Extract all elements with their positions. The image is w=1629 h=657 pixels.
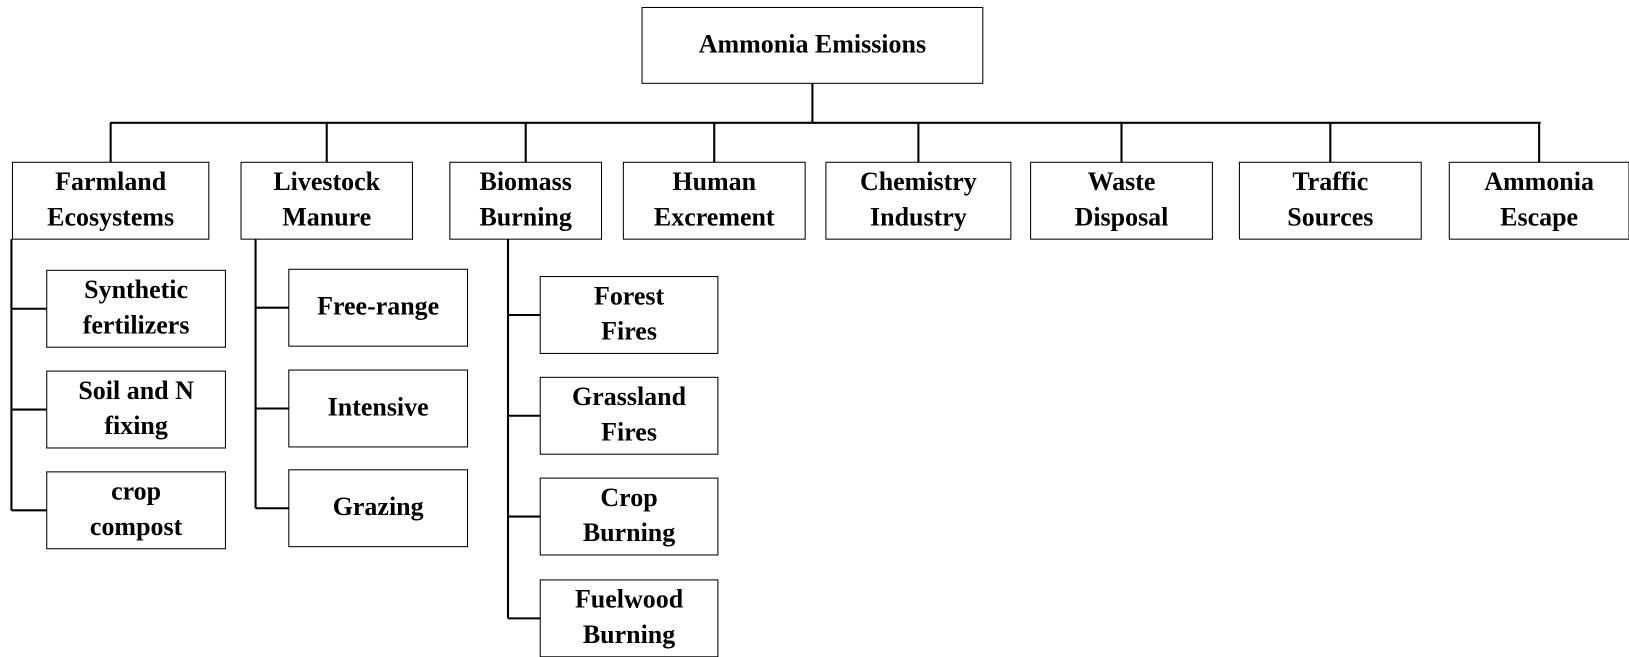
child-node-label: fertilizers — [83, 310, 190, 339]
category-node-label: Excrement — [654, 202, 775, 231]
category-node — [240, 161, 413, 240]
child-node — [46, 370, 226, 449]
child-node-label: Soil and N — [78, 376, 194, 405]
category-node — [449, 161, 603, 240]
child-node-label: Fires — [601, 317, 657, 346]
category-node — [825, 161, 1012, 240]
root-node — [641, 6, 984, 84]
child-node-label: fixing — [104, 411, 168, 440]
child-node-label: Intensive — [328, 392, 429, 421]
child-node-label: crop — [111, 477, 161, 506]
child-node-label: Forest — [594, 281, 665, 310]
child-node-label: Grazing — [333, 492, 424, 521]
child-node — [539, 376, 719, 455]
child-node — [46, 269, 226, 348]
category-node-label: Escape — [1500, 202, 1578, 231]
category-node-label: Traffic — [1292, 167, 1368, 196]
child-node — [288, 268, 469, 347]
child-node-label: Burning — [583, 620, 675, 649]
category-node-label: Livestock — [273, 167, 380, 196]
category-node-label: Manure — [282, 202, 371, 231]
root-node-label: Ammonia Emissions — [699, 29, 926, 58]
category-node — [1238, 161, 1422, 240]
child-node-label: Crop — [600, 483, 657, 512]
child-node-label: Burning — [583, 518, 675, 547]
child-node-label: Free-range — [317, 292, 439, 321]
category-node-label: Human — [672, 167, 756, 196]
category-node-label: Farmland — [55, 167, 167, 196]
child-node-label: Fires — [601, 417, 657, 446]
category-node-label: Disposal — [1075, 202, 1169, 231]
child-node — [539, 579, 719, 657]
category-node-label: Biomass — [480, 167, 572, 196]
category-node-label: Industry — [870, 202, 967, 231]
child-node — [288, 369, 469, 448]
category-node-label: Ecosystems — [47, 202, 174, 231]
category-node-label: Burning — [479, 202, 571, 231]
category-node-label: Chemistry — [860, 167, 977, 196]
category-node-label: Ammonia — [1484, 167, 1594, 196]
child-node-label: Synthetic — [84, 275, 188, 304]
child-node — [46, 471, 226, 550]
category-node — [1448, 161, 1629, 240]
category-node — [622, 161, 806, 240]
child-node-label: compost — [90, 512, 183, 541]
child-node — [539, 477, 719, 556]
child-node-label: Grassland — [572, 382, 687, 411]
category-node — [1030, 161, 1213, 240]
category-node-label: Sources — [1287, 202, 1373, 231]
child-node — [539, 276, 719, 354]
category-node-label: Waste — [1088, 167, 1156, 196]
child-node — [288, 469, 469, 548]
child-node-label: Fuelwood — [575, 585, 684, 614]
category-node — [11, 161, 210, 240]
